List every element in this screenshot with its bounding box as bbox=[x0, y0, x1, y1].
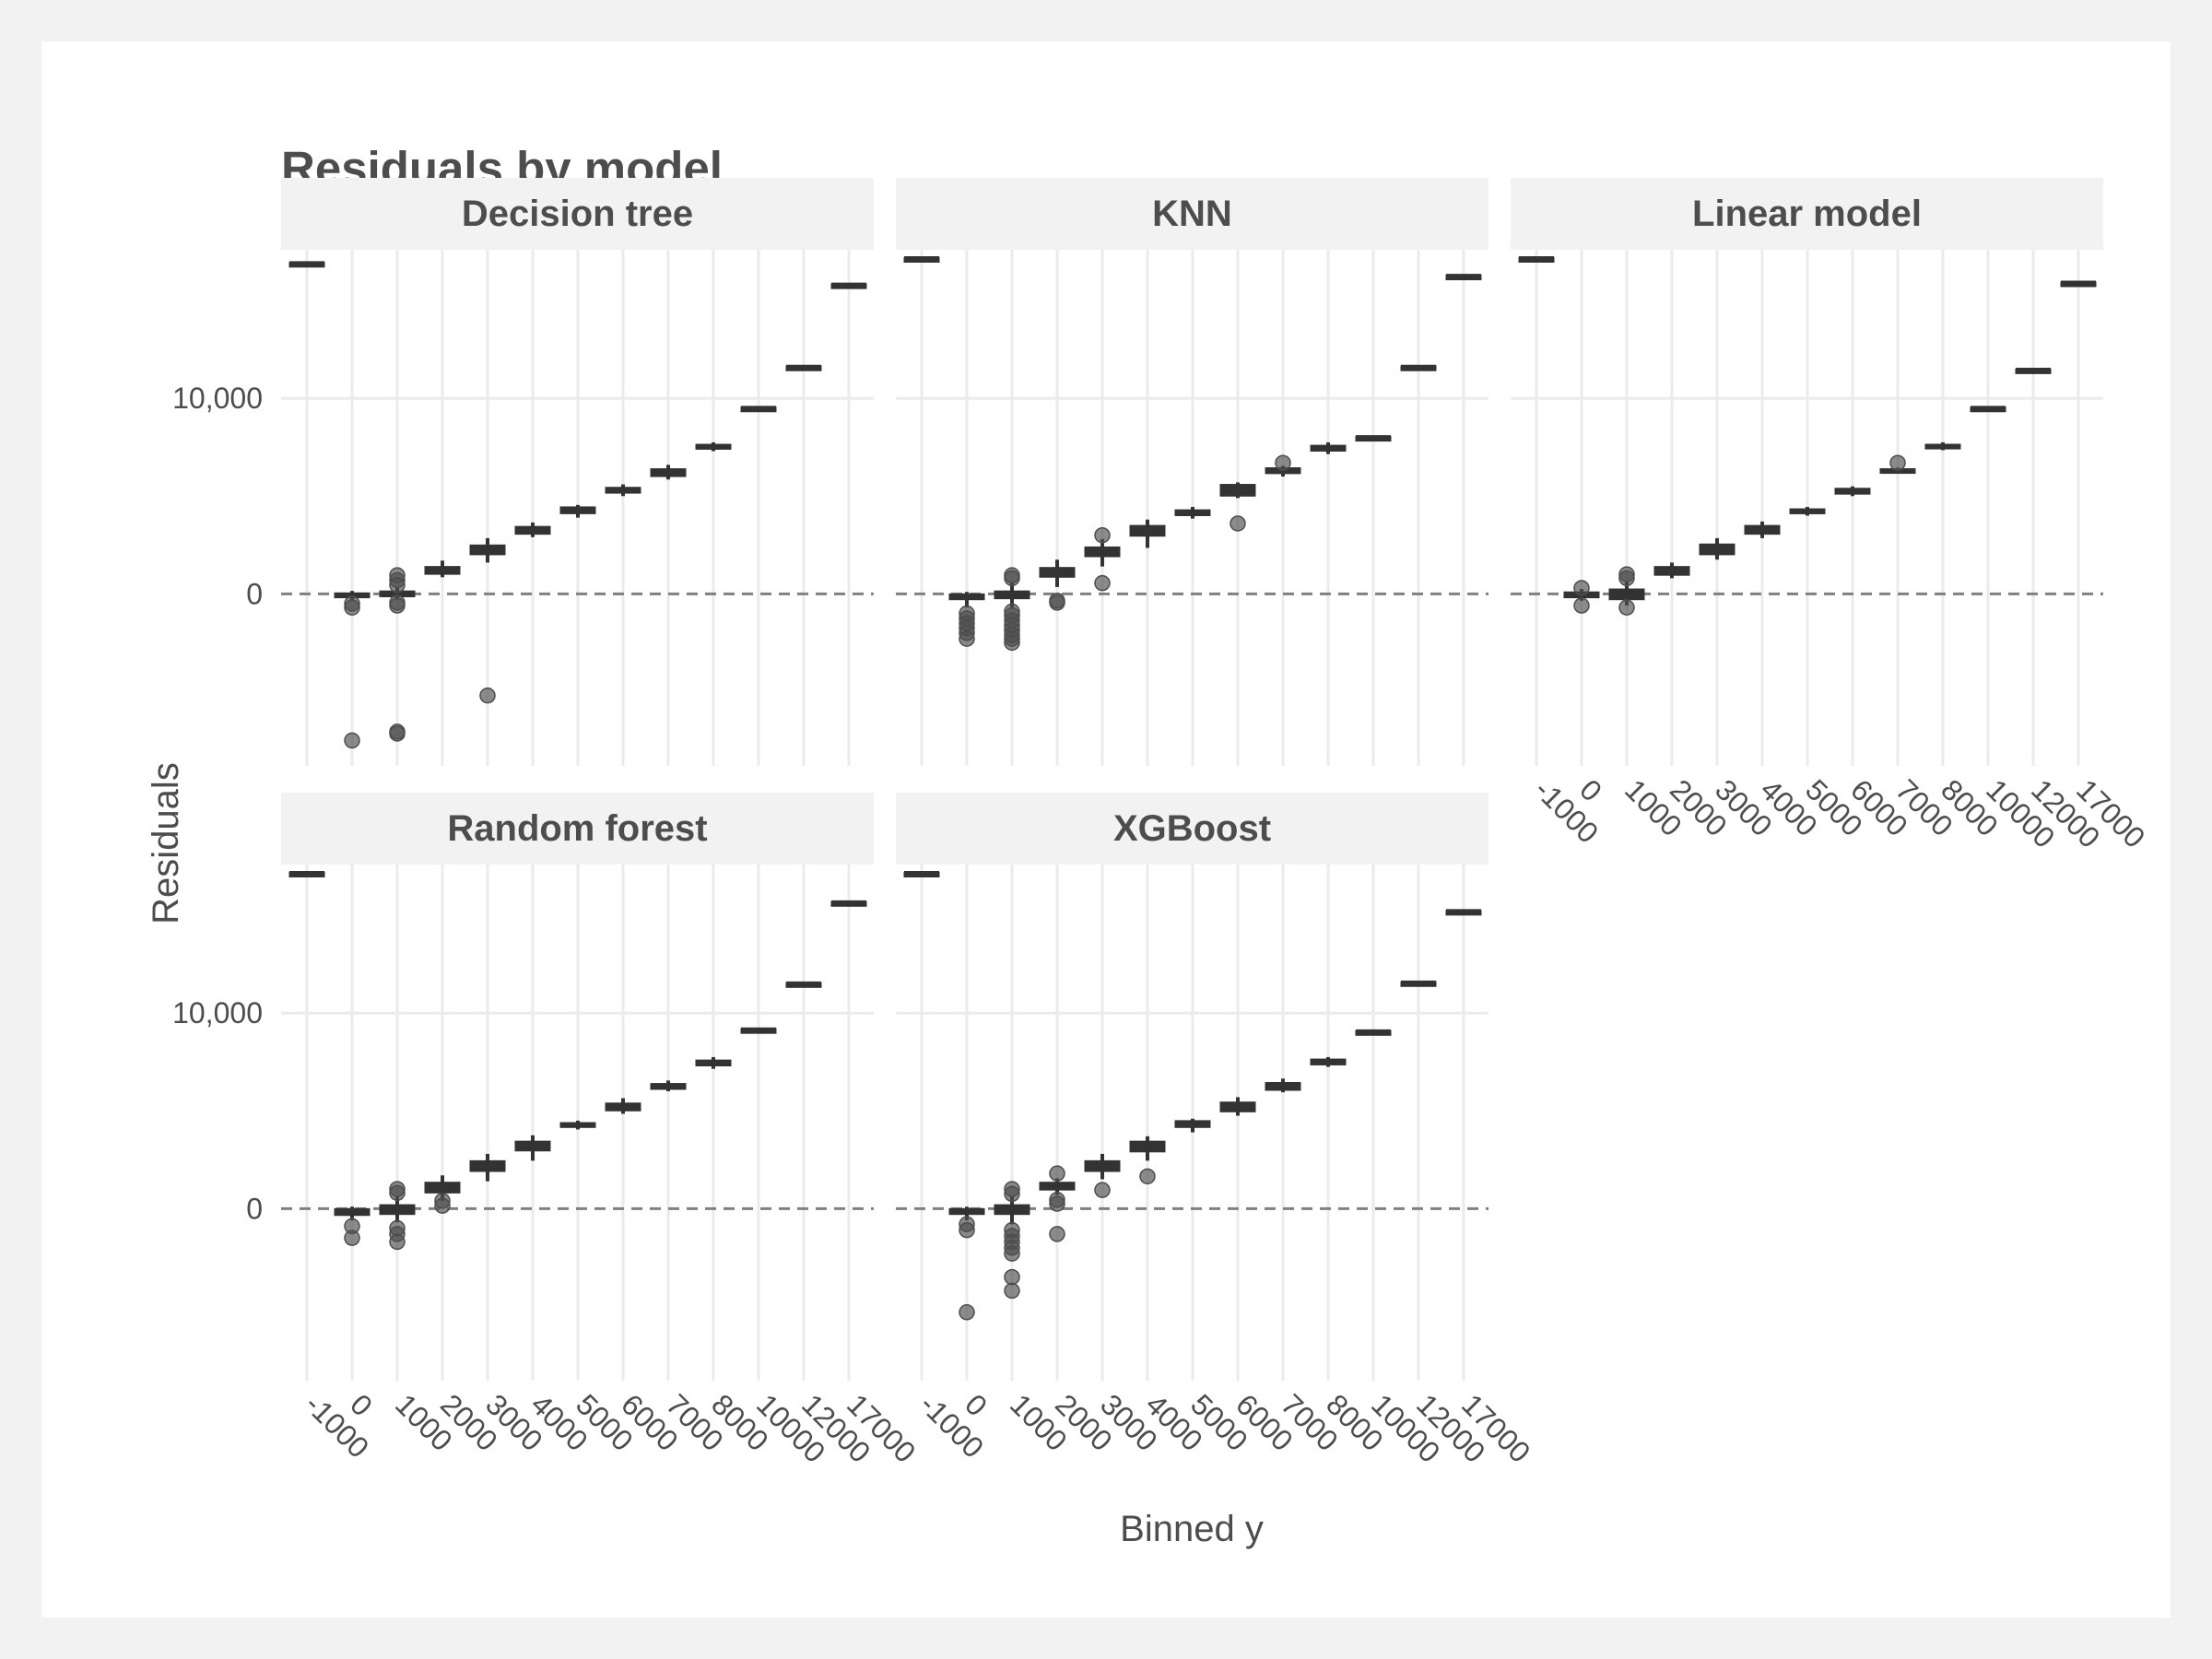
outlier-point bbox=[389, 567, 406, 583]
outlier-point bbox=[1004, 567, 1020, 583]
outlier-point bbox=[1094, 526, 1111, 544]
outlier-point bbox=[389, 1181, 406, 1197]
outlier-point bbox=[959, 1216, 975, 1233]
outlier-point bbox=[344, 595, 360, 612]
residuals-chart: Residuals by model Binned y Residuals De… bbox=[146, 142, 2151, 1549]
facet-panel: KNN bbox=[896, 178, 1488, 766]
facet-strip bbox=[1511, 178, 2103, 250]
chart-card: Residuals by model Binned y Residuals De… bbox=[41, 41, 2171, 1618]
outlier-point bbox=[1275, 454, 1291, 471]
facet-strip bbox=[896, 793, 1488, 865]
outlier-point bbox=[1094, 1182, 1111, 1198]
y-tick-label: 10,000 bbox=[172, 382, 263, 415]
facet-strip bbox=[281, 793, 874, 865]
outlier-point bbox=[389, 724, 406, 740]
outlier-point bbox=[434, 1193, 451, 1209]
outlier-point bbox=[1889, 454, 1906, 471]
outlier-point bbox=[1573, 580, 1590, 596]
facet-panel: Decision tree 0 10,000 bbox=[172, 178, 874, 766]
outlier-point bbox=[1049, 1226, 1065, 1242]
outlier-point bbox=[1094, 574, 1111, 592]
outlier-point bbox=[344, 732, 360, 749]
facet-strip bbox=[281, 178, 874, 250]
facet-strip-label: Linear model bbox=[1692, 194, 1922, 234]
outlier-point bbox=[1004, 1181, 1020, 1197]
y-axis-title: Residuals bbox=[146, 762, 186, 924]
facet-strip-label: XGBoost bbox=[1113, 808, 1271, 849]
x-axis-title: Binned y bbox=[1120, 1509, 1264, 1549]
facet-strip-label: Random forest bbox=[447, 808, 707, 849]
outlier-point bbox=[479, 687, 496, 704]
y-tick-label: 0 bbox=[246, 577, 263, 610]
outlier-point bbox=[1004, 1282, 1020, 1300]
facet-panels: Decision tree 0 10,000 KNN Linear model-1000… bbox=[172, 178, 2151, 1469]
y-tick-label: 10,000 bbox=[172, 996, 263, 1030]
outlier-point bbox=[1049, 1165, 1065, 1182]
outlier-point bbox=[1049, 594, 1065, 611]
outlier-point bbox=[344, 1218, 360, 1235]
y-tick-label: 0 bbox=[246, 1192, 263, 1225]
facet-strip bbox=[896, 178, 1488, 250]
facet-panel: XGBoost-10000 100020003000400050006000700… bbox=[896, 793, 1536, 1469]
outlier-point bbox=[959, 1304, 975, 1321]
outlier-point bbox=[1618, 599, 1635, 616]
outlier-point bbox=[1004, 1221, 1020, 1239]
outlier-point bbox=[1139, 1168, 1156, 1185]
outlier-point bbox=[959, 605, 975, 622]
outlier-point bbox=[1004, 1268, 1020, 1286]
facet-panel: Linear model-10000 1000200030004000500060… bbox=[1511, 178, 2151, 854]
outlier-point bbox=[1618, 566, 1635, 582]
facet-strip-label: KNN bbox=[1152, 194, 1232, 234]
outlier-point bbox=[1230, 515, 1246, 532]
outlier-point bbox=[1573, 597, 1590, 614]
facet-strip-label: Decision tree bbox=[462, 194, 693, 234]
outlier-point bbox=[1049, 1192, 1065, 1208]
outlier-point bbox=[389, 1219, 406, 1237]
outlier-point bbox=[389, 594, 406, 611]
outlier-point bbox=[1004, 603, 1020, 620]
